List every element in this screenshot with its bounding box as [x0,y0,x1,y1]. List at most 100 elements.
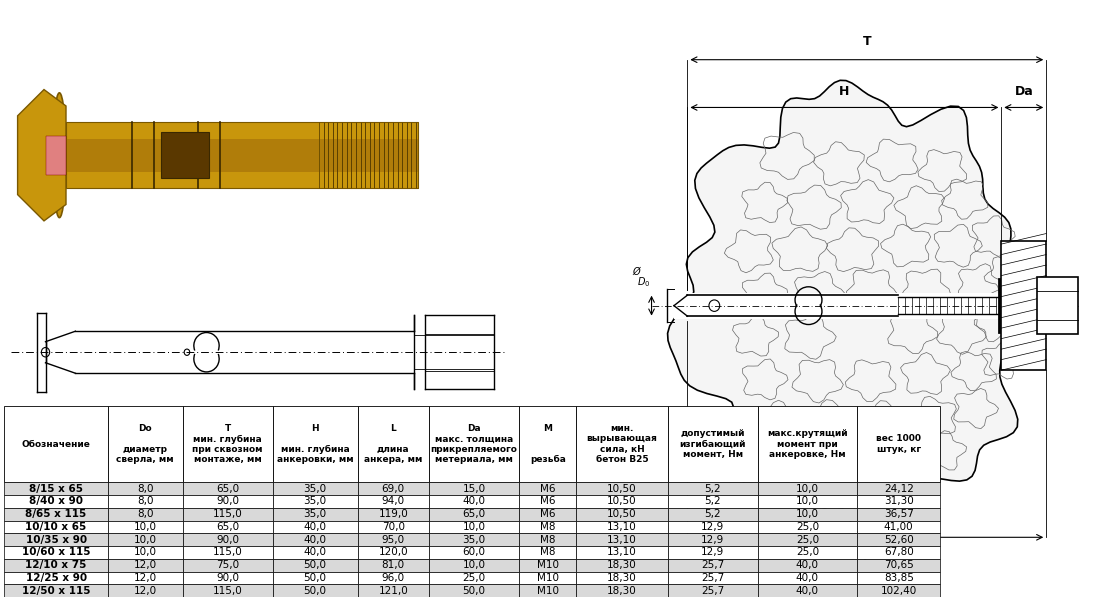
Bar [273,406,358,482]
Text: 25,0: 25,0 [795,535,820,544]
Bar [1001,241,1046,370]
Text: допустимый
изгибающий
момент, Нм: допустимый изгибающий момент, Нм [680,429,746,459]
Text: 10,0: 10,0 [463,522,485,532]
Bar [668,559,758,571]
Text: 36,57: 36,57 [883,509,914,519]
Bar [183,406,273,482]
Text: Da: Da [1014,85,1033,98]
Text: 12,0: 12,0 [133,573,157,583]
Bar [758,559,857,571]
Text: L

длина
анкера, мм: L длина анкера, мм [364,424,422,464]
Text: 15,0: 15,0 [462,484,486,494]
Bar [358,584,429,597]
Bar [519,559,576,571]
Text: 40,0: 40,0 [463,497,485,506]
Bar [273,482,358,495]
Text: 8/40 х 90: 8/40 х 90 [29,497,84,506]
Text: 65,0: 65,0 [216,522,240,532]
Text: 25,7: 25,7 [701,573,725,583]
Bar [4,584,108,597]
Bar [273,533,358,546]
Text: 18,30: 18,30 [607,560,637,570]
Bar [576,546,668,559]
Bar [519,508,576,521]
Bar [4,533,108,546]
Text: 35,0: 35,0 [304,509,327,519]
Bar [4,559,108,571]
Bar [857,571,940,584]
Text: T: T [862,35,871,48]
Text: 35,0: 35,0 [304,497,327,506]
Bar [668,571,758,584]
Bar [4,406,108,482]
Text: 67,80: 67,80 [883,547,914,558]
Bar [857,521,940,533]
Bar [668,533,758,546]
Text: M


резьба: M резьба [530,424,565,464]
Text: H: H [839,85,849,98]
Text: 25,0: 25,0 [795,522,820,532]
Text: 10,0: 10,0 [796,484,818,494]
Text: 40,0: 40,0 [796,560,818,570]
Bar [429,559,519,571]
Bar [668,584,758,597]
Bar [108,406,183,482]
Text: 12/50 х 115: 12/50 х 115 [22,586,90,596]
Bar [758,533,857,546]
Bar [519,584,576,597]
Bar [108,571,183,584]
Text: 8,0: 8,0 [138,484,154,494]
Text: 60,0: 60,0 [463,547,485,558]
Text: $D_0$: $D_0$ [637,275,650,289]
Bar [758,546,857,559]
Bar [429,406,519,482]
Text: 119,0: 119,0 [378,509,408,519]
Bar [4,508,108,521]
Text: Обозначение: Обозначение [22,439,90,449]
Text: 10,0: 10,0 [463,560,485,570]
Text: 35,0: 35,0 [462,535,486,544]
Bar [576,406,668,482]
Bar [429,508,519,521]
Bar [576,533,668,546]
Text: 40,0: 40,0 [304,547,327,558]
Text: 120,0: 120,0 [378,547,408,558]
Text: 13,10: 13,10 [607,535,637,544]
Bar [576,482,668,495]
Text: 12,0: 12,0 [133,586,157,596]
Bar [857,495,940,508]
Bar [108,521,183,533]
Text: 50,0: 50,0 [304,586,327,596]
Bar [183,533,273,546]
Text: 10/10 х 65: 10/10 х 65 [25,522,87,532]
Bar [668,482,758,495]
Text: 5,2: 5,2 [704,497,722,506]
Bar [358,495,429,508]
Text: M10: M10 [537,586,559,596]
Bar [273,495,358,508]
Text: 10/35 х 90: 10/35 х 90 [25,535,87,544]
Text: 13,10: 13,10 [607,522,637,532]
Text: 10,0: 10,0 [796,497,818,506]
Text: Do

диаметр
сверла, мм: Do диаметр сверла, мм [117,424,174,464]
Bar [358,406,429,482]
Bar [519,533,576,546]
Text: 10,0: 10,0 [134,535,156,544]
Bar [576,571,668,584]
Bar [4,546,108,559]
Bar [358,559,429,571]
Bar [183,559,273,571]
Text: M6: M6 [540,497,556,506]
Text: 121,0: 121,0 [378,586,408,596]
Text: 8,0: 8,0 [138,509,154,519]
Bar [273,571,358,584]
Text: 40,0: 40,0 [796,573,818,583]
Bar [358,533,429,546]
Text: 115,0: 115,0 [212,586,243,596]
Bar [758,406,857,482]
Text: 12/25 х 90: 12/25 х 90 [25,573,87,583]
Text: 5,2: 5,2 [704,484,722,494]
Bar [758,571,857,584]
Bar [857,533,940,546]
Text: 90,0: 90,0 [217,573,239,583]
